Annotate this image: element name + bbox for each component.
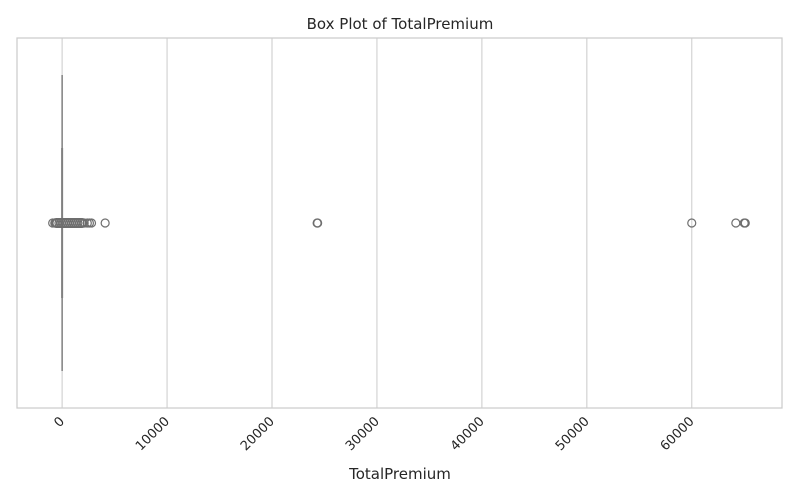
x-tick-label: 0 — [51, 414, 67, 430]
outlier-point — [731, 218, 741, 228]
outlier-point — [79, 218, 89, 228]
plot-layer — [48, 75, 750, 371]
plot-frame — [16, 37, 783, 409]
x-tick-label: 10000 — [133, 414, 173, 454]
outlier-point — [687, 218, 697, 228]
chart-title: Box Plot of TotalPremium — [307, 15, 494, 33]
outlier-point — [86, 218, 97, 228]
grid-layer — [61, 38, 693, 408]
x-tick-label: 30000 — [343, 414, 383, 454]
x-tick-label: 40000 — [448, 414, 488, 454]
outlier-point — [100, 218, 110, 228]
x-axis-label: TotalPremium — [348, 465, 451, 483]
x-tick-label: 20000 — [238, 414, 278, 454]
outlier-point — [740, 218, 750, 228]
box-body — [61, 148, 64, 298]
tick-layer: 0 10000 20000 30000 40000 50000 60000 — [51, 414, 697, 454]
outlier-point — [313, 218, 323, 228]
x-tick-label: 50000 — [553, 414, 593, 454]
x-tick-label: 60000 — [658, 414, 698, 454]
